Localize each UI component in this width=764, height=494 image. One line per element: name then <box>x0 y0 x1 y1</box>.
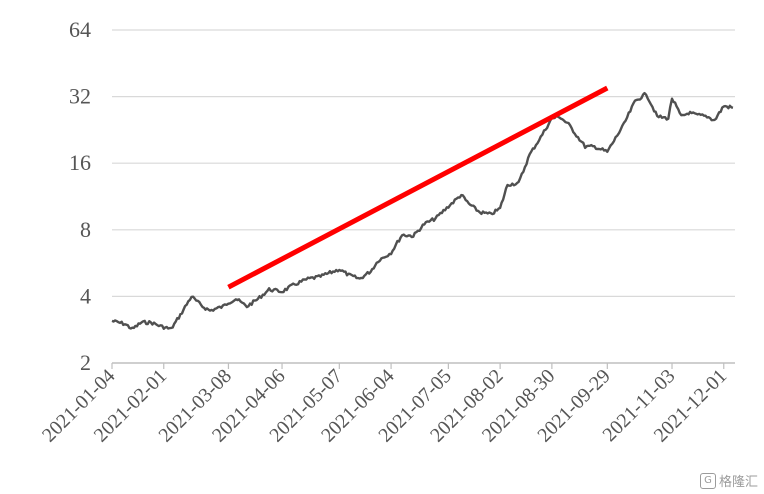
y-tick-label: 8 <box>80 217 91 242</box>
y-tick-label: 64 <box>69 17 91 42</box>
watermark-logo-icon: G <box>699 472 716 489</box>
series-line-price <box>111 91 734 330</box>
y-axis-tick-labels: 2 4 8 16 32 64 <box>69 17 91 375</box>
series-line-trend <box>227 85 609 290</box>
y-tick-label: 16 <box>69 150 91 175</box>
y-tick-label: 4 <box>80 283 91 308</box>
watermark-text: 格隆汇 <box>718 475 758 490</box>
y-tick-label: 2 <box>80 350 91 375</box>
gridlines <box>112 29 735 297</box>
x-axis-tick-labels: 2021-01-042021-02-012021-03-082021-04-06… <box>38 363 731 447</box>
y-tick-label: 32 <box>69 84 91 109</box>
data-series <box>111 85 734 330</box>
watermark: G 格隆汇 <box>699 471 758 490</box>
